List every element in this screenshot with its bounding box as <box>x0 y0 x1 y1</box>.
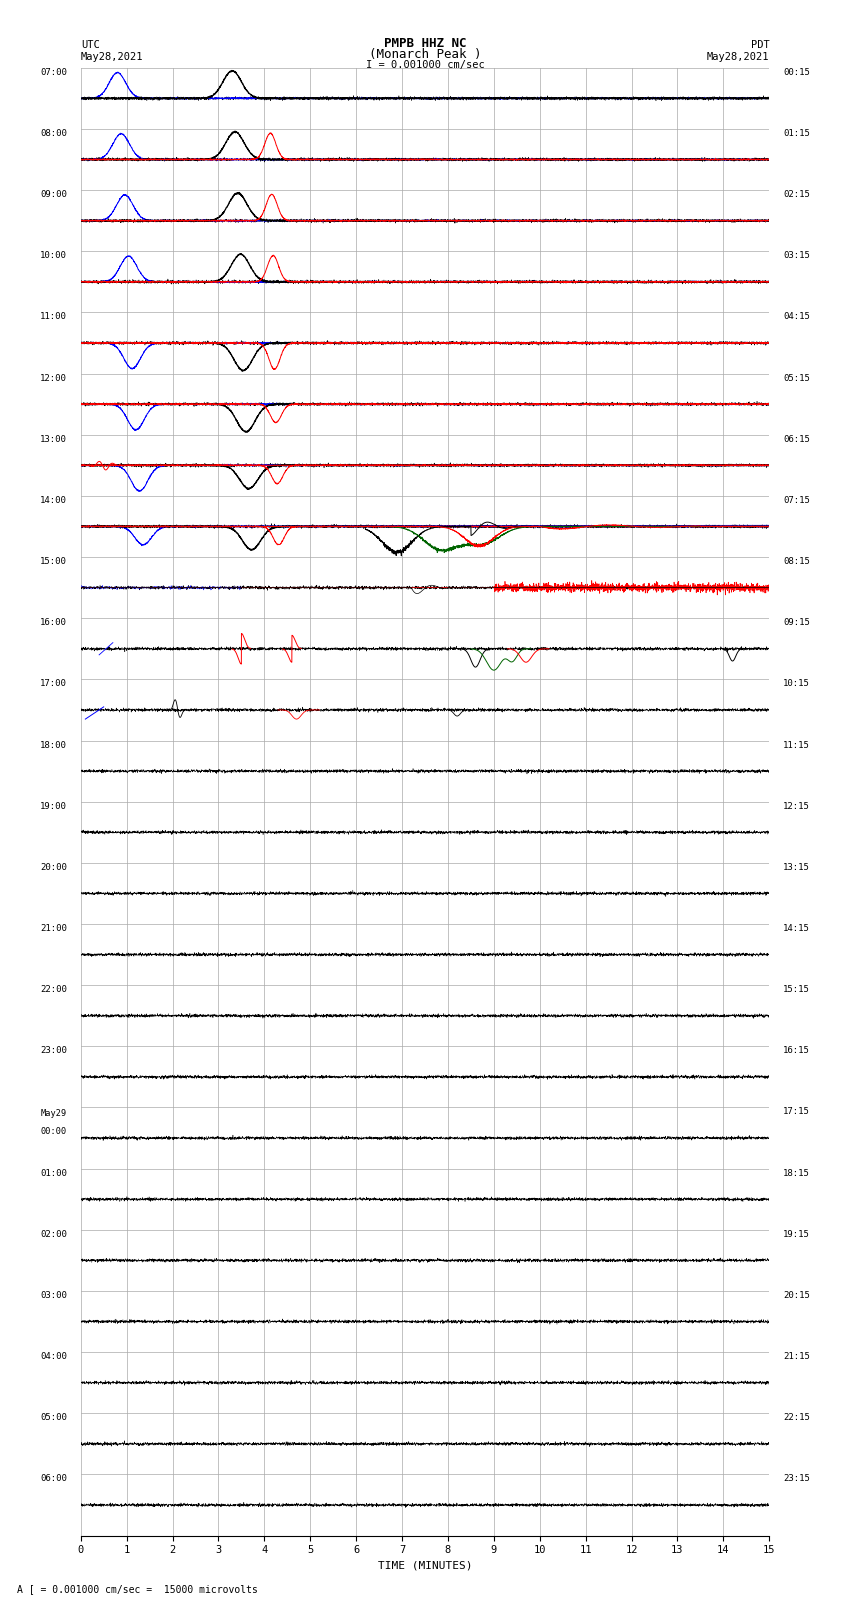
Text: 05:15: 05:15 <box>783 374 810 382</box>
Text: 13:00: 13:00 <box>40 436 67 444</box>
Text: 16:00: 16:00 <box>40 618 67 627</box>
Text: 15:00: 15:00 <box>40 556 67 566</box>
Text: 18:15: 18:15 <box>783 1168 810 1177</box>
Text: 11:15: 11:15 <box>783 740 810 750</box>
Text: 23:00: 23:00 <box>40 1047 67 1055</box>
Text: May29: May29 <box>41 1108 67 1118</box>
Text: 17:00: 17:00 <box>40 679 67 689</box>
Text: May28,2021: May28,2021 <box>706 52 769 61</box>
Text: 02:00: 02:00 <box>40 1229 67 1239</box>
Text: 06:00: 06:00 <box>40 1474 67 1484</box>
Text: I = 0.001000 cm/sec: I = 0.001000 cm/sec <box>366 60 484 69</box>
Text: 18:00: 18:00 <box>40 740 67 750</box>
Text: (Monarch Peak ): (Monarch Peak ) <box>369 48 481 61</box>
Text: 07:15: 07:15 <box>783 495 810 505</box>
Text: A [ = 0.001000 cm/sec =  15000 microvolts: A [ = 0.001000 cm/sec = 15000 microvolts <box>17 1584 258 1594</box>
Text: 00:00: 00:00 <box>41 1127 67 1136</box>
Text: 09:00: 09:00 <box>40 190 67 198</box>
Text: UTC: UTC <box>81 40 99 50</box>
Text: 21:15: 21:15 <box>783 1352 810 1361</box>
Text: 12:15: 12:15 <box>783 802 810 811</box>
Text: 00:15: 00:15 <box>783 68 810 77</box>
Text: 07:00: 07:00 <box>40 68 67 77</box>
Text: 21:00: 21:00 <box>40 924 67 932</box>
Text: 22:00: 22:00 <box>40 986 67 994</box>
Text: 06:15: 06:15 <box>783 436 810 444</box>
Text: 19:00: 19:00 <box>40 802 67 811</box>
Text: 16:15: 16:15 <box>783 1047 810 1055</box>
Text: 01:15: 01:15 <box>783 129 810 137</box>
Text: 11:00: 11:00 <box>40 313 67 321</box>
Text: 03:15: 03:15 <box>783 252 810 260</box>
Text: 20:00: 20:00 <box>40 863 67 871</box>
Text: 02:15: 02:15 <box>783 190 810 198</box>
Text: 08:15: 08:15 <box>783 556 810 566</box>
Text: PMPB HHZ NC: PMPB HHZ NC <box>383 37 467 50</box>
Text: 01:00: 01:00 <box>40 1168 67 1177</box>
Text: 13:15: 13:15 <box>783 863 810 871</box>
Text: 05:00: 05:00 <box>40 1413 67 1423</box>
Text: 12:00: 12:00 <box>40 374 67 382</box>
Text: 22:15: 22:15 <box>783 1413 810 1423</box>
Text: 03:00: 03:00 <box>40 1290 67 1300</box>
Text: PDT: PDT <box>751 40 769 50</box>
Text: 08:00: 08:00 <box>40 129 67 137</box>
Text: 09:15: 09:15 <box>783 618 810 627</box>
Text: 14:00: 14:00 <box>40 495 67 505</box>
Text: 19:15: 19:15 <box>783 1229 810 1239</box>
Text: 10:15: 10:15 <box>783 679 810 689</box>
X-axis label: TIME (MINUTES): TIME (MINUTES) <box>377 1561 473 1571</box>
Text: 17:15: 17:15 <box>783 1108 810 1116</box>
Text: May28,2021: May28,2021 <box>81 52 144 61</box>
Text: 23:15: 23:15 <box>783 1474 810 1484</box>
Text: 15:15: 15:15 <box>783 986 810 994</box>
Text: 10:00: 10:00 <box>40 252 67 260</box>
Text: 04:00: 04:00 <box>40 1352 67 1361</box>
Text: 04:15: 04:15 <box>783 313 810 321</box>
Text: 20:15: 20:15 <box>783 1290 810 1300</box>
Text: 14:15: 14:15 <box>783 924 810 932</box>
